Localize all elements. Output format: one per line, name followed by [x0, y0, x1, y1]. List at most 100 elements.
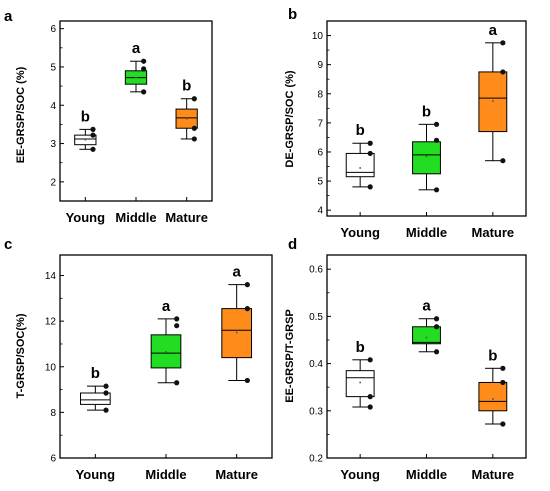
x-tick-label: Mature: [472, 225, 515, 240]
significance-letter: b: [182, 78, 191, 95]
x-tick-label: Middle: [115, 210, 156, 225]
significance-letter: a: [232, 264, 241, 281]
data-point: [191, 136, 197, 142]
x-tick-label: Mature: [215, 467, 258, 482]
mean-marker: [94, 399, 97, 401]
y-tick-label: 2: [50, 177, 56, 188]
significance-letter: b: [91, 365, 100, 382]
data-point: [174, 316, 180, 322]
y-tick-label: 5: [317, 177, 323, 188]
x-tick-label: Young: [340, 467, 380, 482]
y-tick-label: 6: [50, 454, 56, 465]
data-point: [174, 380, 180, 386]
y-axis-title: EE-GRSP/SOC (%): [15, 66, 27, 163]
data-point: [433, 137, 440, 143]
x-tick-label: Middle: [406, 467, 447, 482]
data-point: [500, 365, 506, 371]
y-axis-title: EE-GRSP/T-GRSP: [284, 309, 296, 403]
data-point: [103, 383, 109, 389]
panel-letter: d: [288, 236, 297, 253]
box-young: [345, 152, 375, 178]
y-tick-label: 4: [317, 206, 323, 217]
mean-marker: [235, 331, 238, 334]
panel-b: b DE-GRSP/SOC (%) 4 5 6 7 8 9 10 Young b Middle b M…: [284, 6, 527, 240]
data-point: [141, 66, 147, 72]
data-point: [367, 404, 373, 410]
panel-d: d EE-GRSP/T-GRSP 0.2 0.3 0.4 0.5 0.6 Young b Mi…: [284, 236, 527, 482]
x-tick-label: Young: [340, 225, 380, 240]
x-tick-label: Young: [76, 467, 116, 482]
y-tick-label: 12: [45, 317, 57, 328]
significance-letter: b: [488, 347, 497, 364]
mean-marker: [492, 100, 494, 102]
data-point: [141, 89, 147, 95]
box-middle: [412, 326, 441, 345]
significance-letter: b: [422, 103, 431, 120]
y-axis-title: T-GRSP/SOC(%): [15, 313, 27, 398]
mean-marker: [185, 117, 188, 120]
y-tick-label: 0.2: [309, 454, 323, 465]
panel-letter: b: [288, 6, 297, 23]
significance-letter: b: [356, 339, 365, 356]
box-young: [345, 370, 375, 398]
data-point: [174, 323, 180, 329]
y-tick-label: 0.3: [309, 406, 323, 417]
data-point: [244, 306, 250, 312]
data-point: [500, 40, 506, 46]
mean-marker: [359, 167, 361, 169]
significance-letter: b: [81, 108, 90, 125]
y-tick-label: 9: [317, 60, 323, 71]
data-point: [367, 150, 373, 157]
y-tick-label: 8: [317, 89, 323, 100]
data-point: [367, 357, 373, 363]
y-tick-label: 7: [317, 118, 323, 129]
data-point: [500, 421, 506, 427]
mean-marker: [425, 336, 428, 339]
data-point: [244, 377, 250, 384]
data-point: [90, 146, 96, 152]
x-tick-label: Middle: [145, 467, 186, 482]
significance-letter: a: [422, 298, 431, 315]
data-point: [244, 282, 250, 288]
y-tick-label: 10: [312, 31, 324, 42]
data-point: [367, 394, 373, 400]
data-point: [500, 379, 506, 386]
significance-letter: a: [132, 40, 141, 57]
data-point: [90, 126, 96, 132]
mean-marker: [84, 138, 87, 141]
y-tick-label: 6: [50, 24, 56, 35]
data-point: [367, 140, 373, 146]
data-point: [90, 132, 96, 138]
y-tick-label: 3: [50, 139, 56, 150]
data-point: [367, 184, 373, 190]
y-tick-label: 6: [317, 147, 323, 158]
data-point: [191, 125, 197, 131]
mean-marker: [425, 155, 428, 158]
data-point: [500, 69, 506, 75]
x-tick-label: Mature: [472, 467, 515, 482]
y-tick-label: 0.4: [309, 359, 323, 370]
y-tick-label: 4: [50, 101, 56, 112]
significance-letter: b: [356, 122, 365, 139]
mean-marker: [359, 381, 361, 384]
data-point: [103, 407, 109, 413]
x-tick-label: Mature: [165, 210, 208, 225]
data-point: [433, 187, 440, 193]
data-point: [191, 96, 197, 102]
significance-letter: a: [162, 298, 171, 315]
significance-letter: a: [489, 22, 498, 39]
x-tick-label: Middle: [406, 225, 447, 240]
data-point: [433, 316, 440, 322]
mean-marker: [135, 76, 137, 79]
y-tick-label: 14: [45, 271, 57, 282]
panel-a: a EE-GRSP/SOC (%) 2 3 4 5 6 Young b Middle a Matu…: [4, 8, 213, 225]
y-tick-label: 10: [45, 362, 57, 373]
panel-letter: a: [4, 8, 13, 25]
data-point: [433, 121, 440, 127]
data-point: [433, 324, 440, 330]
y-tick-label: 8: [50, 408, 56, 419]
box-mature: [478, 381, 508, 412]
data-point: [103, 390, 109, 396]
mean-marker: [492, 398, 494, 400]
